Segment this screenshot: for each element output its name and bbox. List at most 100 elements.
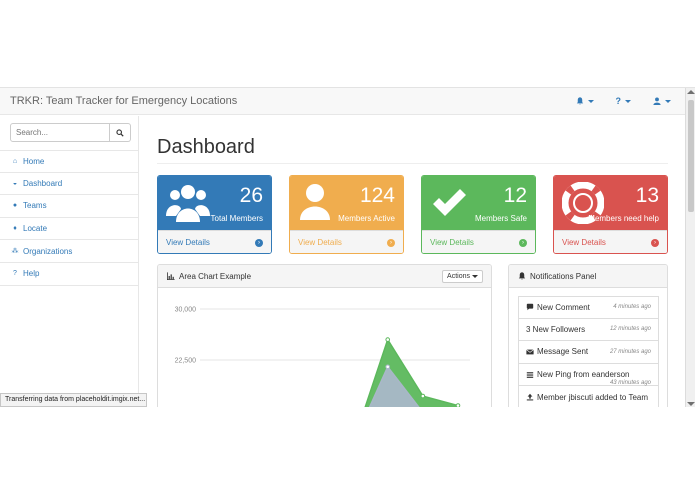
view-details-label: View Details: [430, 238, 474, 247]
notification-item[interactable]: Member jbiscuti added to Team: [518, 386, 659, 407]
bar-chart-icon: [167, 272, 175, 280]
notification-text: Member jbiscuti added to Team: [537, 392, 649, 402]
sidebar-item-dashboard[interactable]: ◒ Dashboard: [0, 173, 139, 196]
sidebar-item-locate[interactable]: ♦ Locate: [0, 218, 139, 241]
sitemap-icon: ⁂: [11, 248, 19, 256]
browser-status-bar: Transferring data from placeholdit.imgix…: [0, 393, 147, 407]
sidebar-item-home[interactable]: ⌂ Home: [0, 150, 139, 173]
arrow-circle-right-icon: ›: [651, 238, 659, 247]
notification-item[interactable]: New Ping from eanderson 43 minutes ago: [518, 363, 659, 387]
notification-time: 12 minutes ago: [609, 326, 651, 333]
view-details-link[interactable]: View Details ›: [422, 230, 535, 253]
stat-card-members-need-help: 13 Members need help View Details ›: [553, 175, 668, 254]
view-details-label: View Details: [298, 238, 342, 247]
area-series-1: [368, 365, 420, 407]
stat-card-members-active: 124 Members Active View Details ›: [289, 175, 404, 254]
notification-text: New Comment: [537, 302, 590, 312]
sidebar-item-organizations[interactable]: ⁂ Organizations: [0, 240, 139, 263]
data-point[interactable]: [420, 393, 426, 399]
chevron-down-icon: [587, 99, 594, 103]
browser-viewport: TRKR: Team Tracker for Emergency Locatio…: [0, 87, 695, 407]
tasks-icon: [526, 371, 534, 378]
notification-item[interactable]: 3 New Followers 12 minutes ago: [518, 318, 659, 342]
notification-content: Member jbiscuti added to Team: [526, 393, 648, 402]
page-scrollbar[interactable]: [685, 88, 695, 407]
search-icon: [116, 128, 124, 137]
notifications-list: New Comment 4 minutes ago 3 New Follower…: [518, 296, 659, 407]
navbar-icons: ?: [576, 96, 671, 106]
actions-label: Actions: [447, 273, 470, 280]
y-tick-label: 30,000: [175, 307, 197, 314]
stat-label: Members Active: [338, 214, 395, 223]
chevron-down-icon: [625, 99, 631, 103]
notification-time: 4 minutes ago: [613, 304, 651, 311]
upload-icon: [526, 393, 534, 401]
user-icon: [653, 97, 661, 105]
scroll-down-arrow-icon[interactable]: [687, 402, 695, 406]
notification-text: 3 New Followers: [526, 324, 586, 334]
stat-value: 124: [359, 184, 395, 207]
sidebar-item-label: Organizations: [23, 246, 73, 256]
actions-dropdown-button[interactable]: Actions: [442, 270, 483, 283]
view-details-label: View Details: [562, 238, 606, 247]
users-icon: [166, 185, 210, 222]
user-dropdown[interactable]: [653, 96, 671, 106]
panel-heading: Notifications Panel: [509, 265, 667, 288]
view-details-label: View Details: [166, 238, 210, 247]
check-icon: [433, 189, 466, 216]
question-icon: ?: [615, 96, 622, 106]
panel-heading: Area Chart Example: [158, 265, 491, 288]
stat-label: Total Members: [210, 214, 263, 223]
sidebar-item-label: Help: [23, 269, 40, 279]
sidebar-item-teams[interactable]: ● Teams: [0, 195, 139, 218]
sidebar: ⌂ Home ◒ Dashboard ● Teams ♦ Locate ⁂ Or…: [0, 116, 139, 407]
sidebar-item-label: Home: [23, 156, 45, 166]
area-chart-panel: Area Chart Example Actions 30,000 22,500 1…: [157, 264, 492, 407]
sidebar-item-label: Dashboard: [23, 178, 63, 188]
scroll-up-arrow-icon[interactable]: [687, 90, 695, 94]
sidebar-item-label: Locate: [23, 224, 48, 234]
notification-item[interactable]: Message Sent 27 minutes ago: [518, 341, 659, 364]
search-button[interactable]: [110, 123, 131, 142]
stat-card-total-members: 26 Total Members View Details ›: [157, 175, 272, 254]
notifications-dropdown[interactable]: [576, 96, 594, 106]
stat-label: Members need help: [588, 214, 659, 223]
help-dropdown[interactable]: ?: [615, 96, 631, 106]
notification-text: Message Sent: [537, 347, 589, 357]
arrow-circle-right-icon: ›: [519, 238, 527, 247]
sidebar-item-help[interactable]: ? Help: [0, 263, 139, 286]
data-point[interactable]: [385, 364, 391, 370]
page-title: Dashboard: [157, 136, 255, 158]
app-brand[interactable]: TRKR: Team Tracker for Emergency Locatio…: [10, 95, 238, 107]
data-point[interactable]: [455, 403, 461, 407]
envelope-icon: [526, 349, 534, 355]
scrollbar-thumb[interactable]: [688, 100, 694, 212]
users-icon: ●: [12, 202, 18, 210]
search-input[interactable]: [10, 123, 110, 142]
stat-card-members-safe: 12 Members Safe View Details ›: [421, 175, 536, 254]
data-point[interactable]: [385, 337, 391, 342]
notification-content: New Ping from eanderson: [526, 370, 630, 379]
panel-title: Area Chart Example: [179, 271, 252, 281]
comment-icon: [526, 304, 534, 311]
notifications-panel: Notifications Panel New Comment 4 minute…: [508, 264, 668, 407]
stat-value: 26: [239, 184, 263, 207]
title-divider: [157, 163, 668, 164]
stat-label: Members Safe: [474, 214, 527, 223]
bell-icon: [518, 272, 526, 280]
view-details-link[interactable]: View Details ›: [158, 230, 271, 253]
sidebar-item-label: Teams: [23, 201, 47, 211]
stat-card-header: 12 Members Safe: [422, 176, 535, 230]
view-details-link[interactable]: View Details ›: [290, 230, 403, 253]
y-tick-label: 22,500: [175, 358, 197, 365]
view-details-link[interactable]: View Details ›: [554, 230, 667, 253]
stat-value: 12: [503, 184, 527, 207]
stat-card-header: 13 Members need help: [554, 176, 667, 230]
arrow-circle-right-icon: ›: [255, 238, 263, 247]
notification-item[interactable]: New Comment 4 minutes ago: [518, 296, 659, 319]
chevron-down-icon: [472, 275, 478, 278]
search-group: [10, 123, 131, 142]
notification-content: Message Sent: [526, 347, 588, 356]
notification-text: New Ping from eanderson: [537, 370, 630, 380]
